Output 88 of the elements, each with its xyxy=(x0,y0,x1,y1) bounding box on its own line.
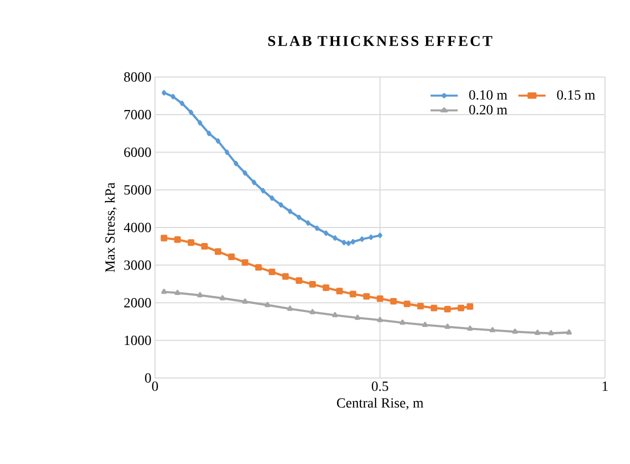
point xyxy=(234,160,238,166)
y-tick-label: 8000 xyxy=(124,72,151,82)
point xyxy=(309,281,316,288)
point xyxy=(444,306,451,312)
legend-label: 0.15 m xyxy=(557,90,596,100)
point xyxy=(350,239,356,244)
point xyxy=(363,293,370,300)
point xyxy=(404,300,410,308)
y-tick-label: 4000 xyxy=(124,222,151,232)
point xyxy=(322,284,330,291)
point xyxy=(430,304,438,312)
y-tick-label: 0 xyxy=(145,373,151,383)
y-tick-label: 6000 xyxy=(124,148,151,157)
point xyxy=(350,290,356,298)
point xyxy=(346,240,351,246)
point xyxy=(354,314,360,320)
point xyxy=(282,273,289,280)
point xyxy=(490,327,496,332)
y-tick-label: 1000 xyxy=(124,336,151,346)
point xyxy=(314,226,320,231)
point xyxy=(174,290,180,296)
point xyxy=(466,303,474,310)
point xyxy=(444,324,450,329)
point xyxy=(306,220,310,226)
point xyxy=(278,202,284,208)
x-tick-label: 1 xyxy=(602,382,608,391)
point xyxy=(242,298,248,304)
point xyxy=(368,234,374,240)
point xyxy=(268,268,276,276)
y-tick-label: 3000 xyxy=(124,260,151,270)
point xyxy=(198,120,202,126)
legend-label: 0.20 m xyxy=(469,104,508,114)
x-tick-label: 0.5 xyxy=(372,382,388,391)
point xyxy=(188,239,194,246)
point xyxy=(467,326,473,331)
point xyxy=(288,208,292,214)
point xyxy=(260,188,266,194)
point xyxy=(417,302,424,310)
point xyxy=(336,288,343,294)
x-tick-label: 0 xyxy=(152,382,158,391)
chart-title: SLAB THICKNESS EFFECT xyxy=(268,36,492,46)
point xyxy=(270,195,274,201)
point xyxy=(161,288,167,294)
point xyxy=(287,306,293,311)
point xyxy=(512,328,518,334)
point xyxy=(216,138,220,144)
point xyxy=(332,235,338,241)
point xyxy=(264,302,270,308)
point xyxy=(310,309,316,314)
point xyxy=(422,322,428,328)
point xyxy=(342,240,346,246)
point xyxy=(170,94,176,100)
point xyxy=(201,243,208,250)
point xyxy=(360,236,364,242)
point xyxy=(548,330,554,336)
point xyxy=(255,264,262,271)
y-axis-title: Max Stress, kPa xyxy=(104,182,117,272)
point xyxy=(566,329,572,335)
point xyxy=(377,316,383,322)
legend-label: 0.10 m xyxy=(469,90,508,100)
point xyxy=(534,330,540,335)
point xyxy=(242,259,248,266)
point xyxy=(206,130,212,136)
point xyxy=(188,110,194,116)
point xyxy=(332,312,338,318)
y-tick-label: 2000 xyxy=(124,298,151,308)
point xyxy=(162,90,166,96)
y-tick-label: 7000 xyxy=(124,110,151,120)
point xyxy=(228,254,235,260)
point xyxy=(242,170,248,176)
point xyxy=(220,295,226,300)
y-tick-label: 5000 xyxy=(124,185,151,195)
point xyxy=(174,236,181,243)
point xyxy=(252,180,256,186)
point xyxy=(180,100,184,106)
x-axis-title: Central Rise, m xyxy=(337,398,424,410)
point xyxy=(224,150,230,155)
point xyxy=(378,232,382,238)
point xyxy=(324,230,328,236)
point xyxy=(390,298,397,305)
point xyxy=(160,234,168,242)
point xyxy=(458,304,464,312)
point xyxy=(296,214,302,220)
point xyxy=(400,320,406,325)
point xyxy=(296,277,302,284)
point xyxy=(214,248,222,255)
point xyxy=(376,295,384,302)
point xyxy=(197,292,203,298)
